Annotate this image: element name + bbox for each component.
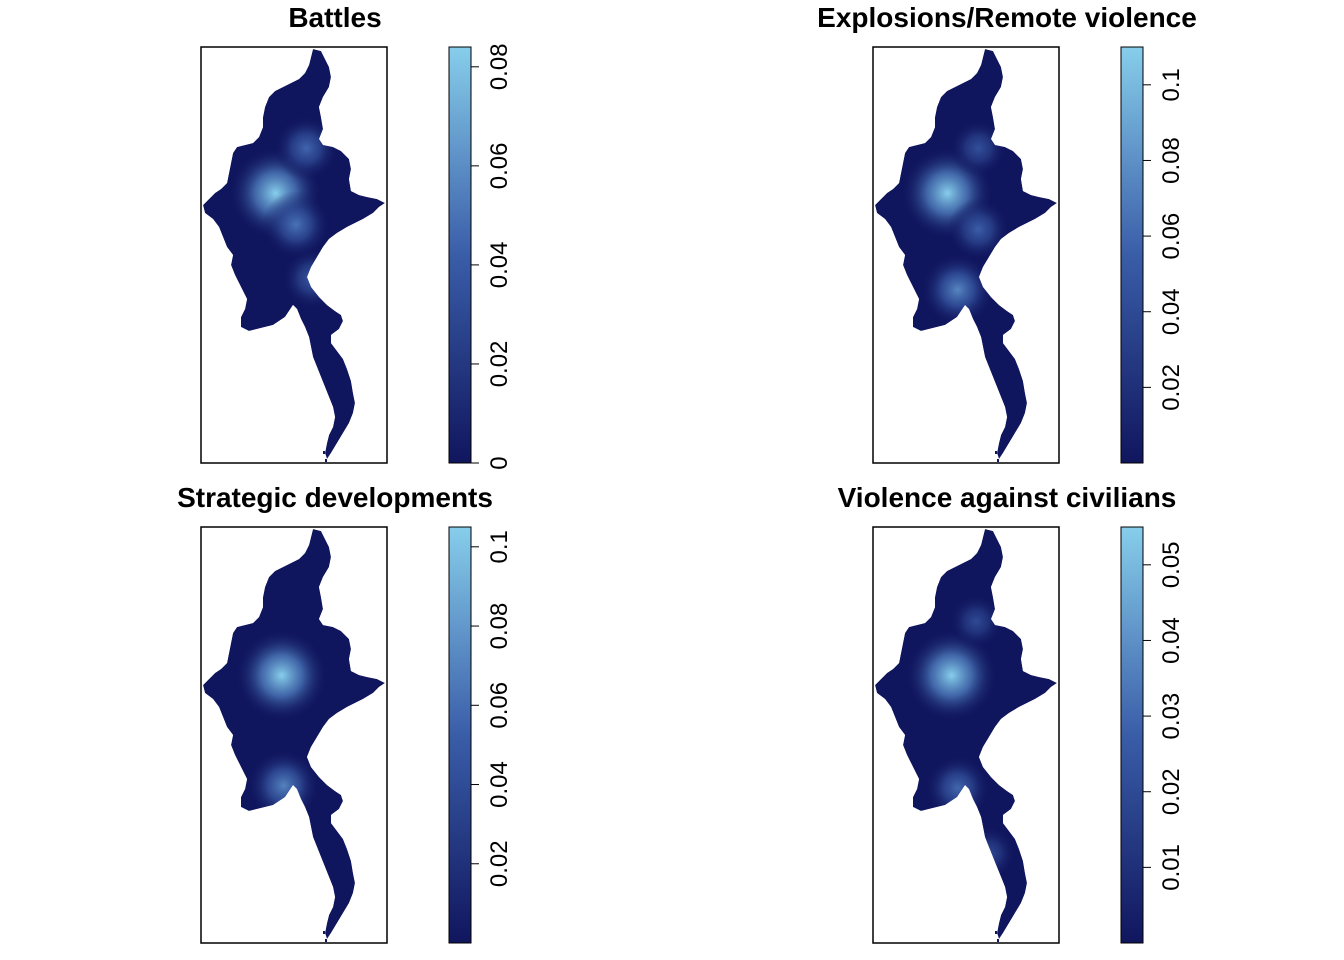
colorbar: 0 0.02 0.04 0.06 0.08 <box>448 43 513 470</box>
density-hotspot <box>925 755 991 821</box>
island <box>325 459 327 462</box>
island <box>997 939 999 942</box>
panel-title: Violence against civilians <box>838 482 1177 513</box>
colorbar: 0.02 0.04 0.06 0.08 0.1 <box>1120 46 1185 464</box>
colorbar-tick-label: 0.06 <box>486 682 513 729</box>
density-hotspot <box>921 253 995 327</box>
colorbar-tick-label: 0.04 <box>486 761 513 808</box>
colorbar-tick-label: 0.02 <box>1158 768 1185 815</box>
panel-violence-against-civilians: Violence against civilians 0.010.020.030… <box>838 482 1185 944</box>
colorbar-tick-label: 0.08 <box>486 43 513 90</box>
colorbar-tick-label: 0.03 <box>1158 693 1185 740</box>
colorbar-tick-label: 0.05 <box>1158 541 1185 588</box>
country-region <box>203 529 385 939</box>
island <box>995 931 997 934</box>
colorbar-tick-label: 0.04 <box>1158 288 1185 335</box>
colorbar: 0.01 0.02 0.03 0.04 0.05 <box>1120 526 1185 944</box>
map-frame <box>200 526 388 944</box>
density-hotspot <box>961 826 1016 880</box>
colorbar-tick-label: 0.1 <box>1158 68 1185 101</box>
map-frame <box>872 526 1060 944</box>
colorbar-tick-label: 0.06 <box>486 142 513 189</box>
colorbar-tick-label: 0.01 <box>1158 844 1185 891</box>
colorbar-tick-label: 0.08 <box>1158 137 1185 184</box>
colorbar-tick-label: 0.06 <box>1158 213 1185 260</box>
colorbar-tick-label: 0.04 <box>486 242 513 289</box>
density-hotspot <box>274 116 339 181</box>
colorbar-gradient <box>448 46 472 464</box>
panel-title: Battles <box>288 2 381 33</box>
panel-explosions-remote-violence: Explosions/Remote violence 0.020.040.060… <box>817 2 1197 464</box>
panel-title: Strategic developments <box>177 482 493 513</box>
colorbar-gradient <box>448 526 472 944</box>
density-hotspot <box>949 594 1004 649</box>
colorbar-tick-label: 0.1 <box>486 530 513 563</box>
density-map <box>875 49 1057 462</box>
density-hotspot <box>950 119 1007 177</box>
map-frame <box>200 46 388 464</box>
colorbar-tick-label: 0.08 <box>486 603 513 650</box>
island <box>323 451 325 454</box>
density-map <box>875 529 1057 942</box>
density-map <box>203 529 385 942</box>
island <box>997 459 999 462</box>
island <box>325 939 327 942</box>
density-hotspot <box>282 248 343 309</box>
country-region <box>875 529 1057 939</box>
colorbar-tick-label: 0.02 <box>486 840 513 887</box>
colorbar: 0.02 0.04 0.06 0.08 0.1 <box>448 526 513 944</box>
colorbar-gradient <box>1120 46 1144 464</box>
panel-strategic-developments: Strategic developments 0.020.040.060.080… <box>177 482 513 944</box>
colorbar-tick-label: 0 <box>486 456 513 469</box>
panel-title: Explosions/Remote violence <box>817 2 1197 33</box>
colorbar-tick-label: 0.04 <box>1158 617 1185 664</box>
density-hotspot <box>235 629 328 722</box>
density-hotspot <box>247 749 320 822</box>
island <box>323 931 325 934</box>
density-hotspot <box>905 629 998 722</box>
colorbar-tick-label: 0.02 <box>486 341 513 388</box>
density-hotspot <box>262 190 330 259</box>
colorbar-tick-label: 0.02 <box>1158 364 1185 411</box>
panel-battles: Battles 0 0.02 0.04 0.06 0.08 <box>200 2 513 470</box>
map-frame <box>872 46 1060 464</box>
density-hotspot <box>947 198 1010 261</box>
density-map <box>203 49 385 462</box>
island <box>995 451 997 454</box>
colorbar-gradient <box>1120 526 1144 944</box>
